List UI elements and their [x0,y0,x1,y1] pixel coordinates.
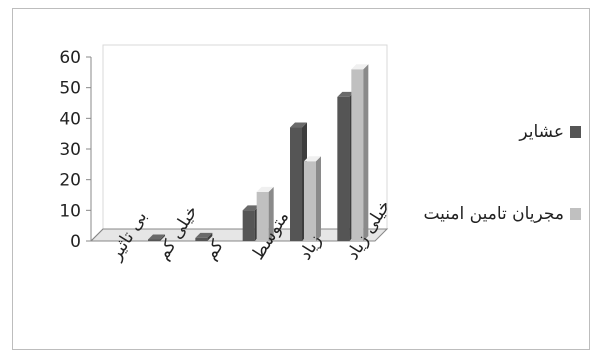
bar [148,234,165,241]
bar [304,156,321,241]
bar-front [242,210,255,241]
bar-front [195,237,208,241]
legend-label-mojrian: مجریان تامین امنیت [423,204,564,224]
bar-side [160,234,165,241]
bar [256,186,274,241]
y-tick-label: 10 [59,201,81,221]
bar-front [256,191,269,241]
bar-side [268,186,274,241]
bar [195,232,213,241]
bar-top [242,205,260,211]
legend-item-ashayer: عشایر [519,121,581,143]
legend-label-ashayer: عشایر [519,122,564,142]
bar-top [256,186,274,192]
bar-front [351,69,364,241]
legend-swatch-ashayer [570,126,581,138]
bar-top [337,91,355,97]
bar-front [304,161,316,241]
bar [351,64,369,241]
y-tick-label: 40 [59,109,81,129]
chart-frame: 0 10 20 30 40 50 60 بی تاثیر خیلی کم کم متوسط زیاد خ… [12,8,590,350]
y-tick-label: 30 [59,140,81,160]
bar-top [148,234,165,240]
bar-side [207,232,213,241]
axis-depth-line [90,228,104,242]
bar-top [195,232,213,238]
bar-side [363,64,369,241]
bar-front [290,127,302,241]
bar-top [351,64,369,70]
bar-top [304,156,321,162]
y-tick-label: 0 [70,232,81,252]
bar-front [337,96,350,241]
y-tick-label: 50 [59,79,81,99]
y-tick-label: 60 [59,48,81,68]
y-tick-label: 20 [59,171,81,191]
bar-side [316,156,321,241]
legend-item-mojrian: مجریان تامین امنیت [421,203,581,225]
legend-swatch-mojrian [570,208,581,220]
bar-front [148,239,160,241]
bar-top [290,122,307,128]
